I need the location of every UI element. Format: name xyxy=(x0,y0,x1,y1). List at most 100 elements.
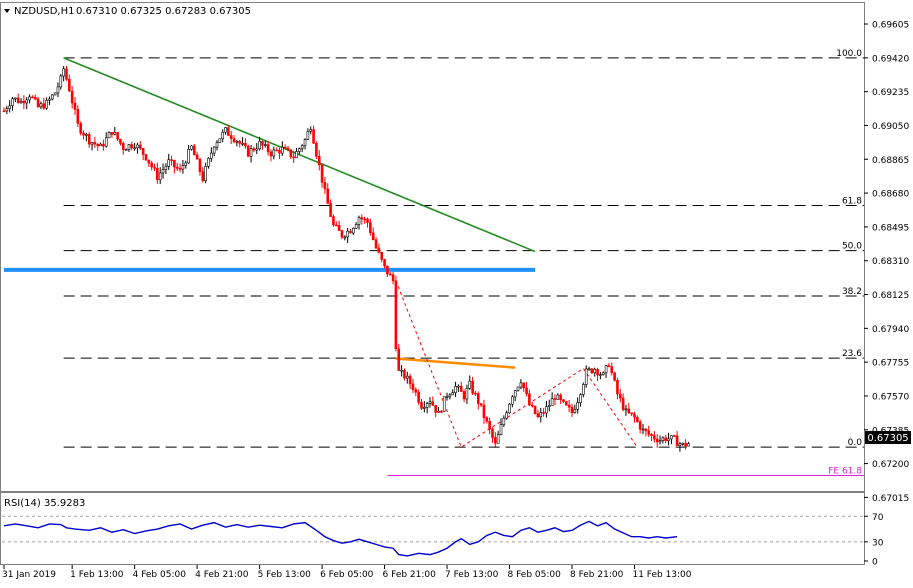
candle-down xyxy=(139,144,142,149)
fibonacci-retracement[interactable]: 100.0 61.8 50.0 38.2 23.6 0.0 FE 61.8 xyxy=(63,49,864,477)
candle-down xyxy=(388,273,392,276)
candle-up xyxy=(519,382,523,388)
candle-down xyxy=(655,438,659,443)
candle-up xyxy=(442,396,446,412)
candle-up xyxy=(207,158,210,167)
candle-down xyxy=(36,98,40,108)
time-tick-label: 8 Feb 05:00 xyxy=(508,570,562,580)
candle-up xyxy=(437,410,440,413)
candle-up xyxy=(343,236,347,239)
candle-up xyxy=(354,223,358,229)
price-panel-frame xyxy=(0,2,865,492)
candle-up xyxy=(298,148,301,152)
resistance-line[interactable] xyxy=(395,357,516,369)
candle-down xyxy=(68,78,71,92)
candle-down xyxy=(434,405,437,413)
candle-down xyxy=(150,162,153,168)
candle-down xyxy=(394,280,398,350)
candle-up xyxy=(511,396,514,405)
candle-up xyxy=(445,396,449,398)
candle-up xyxy=(465,388,469,400)
candle-up xyxy=(687,443,690,447)
fib-level-label: 100.0 xyxy=(836,49,862,59)
candle-up xyxy=(241,142,244,145)
symbol-dropdown-icon[interactable] xyxy=(4,9,10,13)
candle-down xyxy=(471,380,474,394)
price-tick-label: 0.67755 xyxy=(872,359,909,369)
candle-down xyxy=(618,393,622,399)
candle-up xyxy=(5,108,9,112)
candle-down xyxy=(616,380,619,395)
candle-down xyxy=(565,401,568,406)
candle-down xyxy=(70,90,74,104)
drawn-lines[interactable] xyxy=(4,57,638,448)
candle-down xyxy=(96,143,100,147)
candle-down xyxy=(528,393,531,406)
time-tick-label: 4 Feb 21:00 xyxy=(195,570,249,580)
candle-down xyxy=(633,413,636,418)
candle-up xyxy=(113,132,117,135)
candle-down xyxy=(130,144,134,149)
fe-level-label: FE 61.8 xyxy=(828,466,862,476)
candle-down xyxy=(175,166,179,169)
candle-down xyxy=(672,435,676,437)
candle-up xyxy=(212,146,216,154)
candle-down xyxy=(278,149,281,154)
candle-up xyxy=(457,385,460,388)
price-tick-label: 0.68310 xyxy=(872,257,909,267)
candle-up xyxy=(45,100,48,109)
candle-down xyxy=(479,403,483,406)
candle-up xyxy=(300,145,304,149)
candle-up xyxy=(133,147,136,150)
candle-up xyxy=(224,127,227,133)
candle-down xyxy=(559,394,562,401)
candle-up xyxy=(50,94,54,100)
candle-up xyxy=(164,166,168,170)
candle-up xyxy=(59,75,63,88)
candle-up xyxy=(281,146,284,154)
candle-up xyxy=(448,394,452,397)
candle-up xyxy=(582,384,585,395)
candle-up xyxy=(210,152,213,159)
ohlc-readout: 0.67310 0.67325 0.67283 0.67305 xyxy=(76,6,251,17)
candle-up xyxy=(539,412,543,418)
candle-down xyxy=(536,413,540,418)
candle-down xyxy=(79,123,82,134)
harmonic-pattern-line[interactable] xyxy=(395,280,638,448)
candle-down xyxy=(459,385,463,392)
candle-up xyxy=(496,434,500,444)
candle-up xyxy=(454,385,457,393)
fib-level-label: 38.2 xyxy=(842,287,862,297)
candle-down xyxy=(289,149,293,158)
candle-up xyxy=(346,230,349,238)
candle-up xyxy=(576,402,579,410)
candle-up xyxy=(56,86,60,94)
candle-up xyxy=(573,409,577,413)
falling-trendline[interactable] xyxy=(63,57,536,253)
candle-down xyxy=(292,156,295,159)
candle-down xyxy=(323,182,327,190)
price-tick-label: 0.69050 xyxy=(872,122,909,132)
candle-up xyxy=(516,386,520,391)
candle-down xyxy=(110,132,114,135)
candle-down xyxy=(647,430,650,435)
candle-down xyxy=(337,225,341,231)
time-tick-label: 8 Feb 21:00 xyxy=(570,570,624,580)
candle-up xyxy=(255,148,259,151)
candle-up xyxy=(107,132,111,139)
candle-down xyxy=(119,138,122,144)
candle-down xyxy=(525,387,528,395)
candle-down xyxy=(522,382,526,389)
candle-down xyxy=(102,143,105,147)
candle-down xyxy=(386,265,389,275)
candle-up xyxy=(428,401,432,404)
candle-down xyxy=(156,167,159,181)
candle-down xyxy=(312,129,315,144)
candle-down xyxy=(420,402,423,409)
candle-up xyxy=(104,137,108,147)
candle-down xyxy=(417,391,420,403)
candle-down xyxy=(283,146,287,149)
candle-down xyxy=(232,138,236,142)
